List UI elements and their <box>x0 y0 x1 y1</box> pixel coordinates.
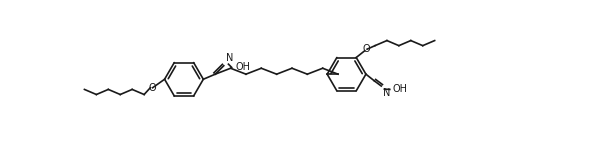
Text: O: O <box>149 83 156 93</box>
Text: N: N <box>226 53 233 63</box>
Text: OH: OH <box>235 62 251 72</box>
Text: N: N <box>383 88 390 98</box>
Text: O: O <box>362 44 370 54</box>
Text: OH: OH <box>393 84 408 94</box>
